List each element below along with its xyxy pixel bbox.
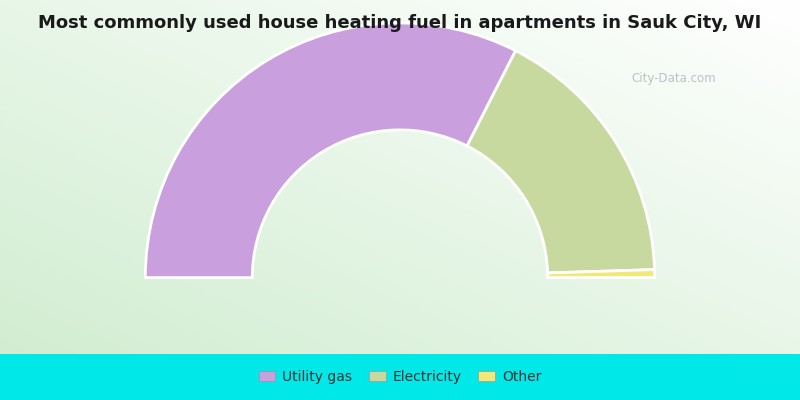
Wedge shape bbox=[146, 23, 516, 278]
Wedge shape bbox=[548, 270, 654, 278]
Text: City-Data.com: City-Data.com bbox=[631, 72, 716, 85]
Bar bbox=[0, 354, 800, 400]
Text: Most commonly used house heating fuel in apartments in Sauk City, WI: Most commonly used house heating fuel in… bbox=[38, 14, 762, 32]
Wedge shape bbox=[467, 51, 654, 273]
Legend: Utility gas, Electricity, Other: Utility gas, Electricity, Other bbox=[253, 364, 547, 390]
